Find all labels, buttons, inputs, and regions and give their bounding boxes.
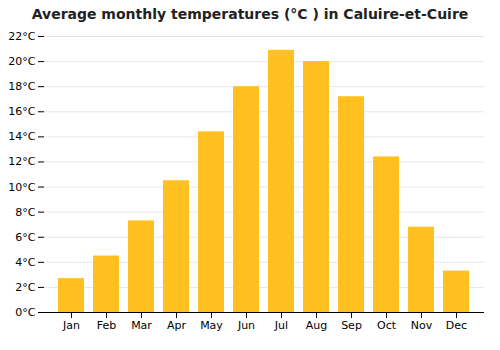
svg-text:Dec: Dec bbox=[446, 319, 467, 332]
svg-text:Apr: Apr bbox=[167, 319, 187, 332]
svg-text:Sep: Sep bbox=[341, 319, 362, 332]
svg-text:Feb: Feb bbox=[97, 319, 116, 332]
html-text:Average monthly temperatures (: Average monthly temperatures (°C ) in Ca… bbox=[31, 6, 469, 22]
svg-text:Jun: Jun bbox=[237, 319, 255, 332]
svg-text:16°C: 16°C bbox=[8, 105, 35, 118]
svg-text:20°C: 20°C bbox=[8, 55, 35, 68]
svg-text:Mar: Mar bbox=[131, 319, 152, 332]
svg-text:18°C: 18°C bbox=[8, 80, 35, 93]
svg-text:0°C: 0°C bbox=[15, 306, 35, 319]
svg-text:10°C: 10°C bbox=[8, 181, 35, 194]
svg-text:8°C: 8°C bbox=[15, 206, 35, 219]
svg-text:2°C: 2°C bbox=[15, 281, 35, 294]
svg-text:Oct: Oct bbox=[377, 319, 397, 332]
svg-text:Aug: Aug bbox=[306, 319, 327, 332]
svg-text:12°C: 12°C bbox=[8, 155, 35, 168]
svg-text:May: May bbox=[200, 319, 223, 332]
svg-text:4°C: 4°C bbox=[15, 256, 35, 269]
svg-text:Nov: Nov bbox=[411, 319, 433, 332]
svg-text:Jan: Jan bbox=[62, 319, 80, 332]
svg-text:6°C: 6°C bbox=[15, 231, 35, 244]
svg-text:Jul: Jul bbox=[274, 319, 288, 332]
svg-text:14°C: 14°C bbox=[8, 130, 35, 143]
svg-text:22°C: 22°C bbox=[8, 30, 35, 43]
